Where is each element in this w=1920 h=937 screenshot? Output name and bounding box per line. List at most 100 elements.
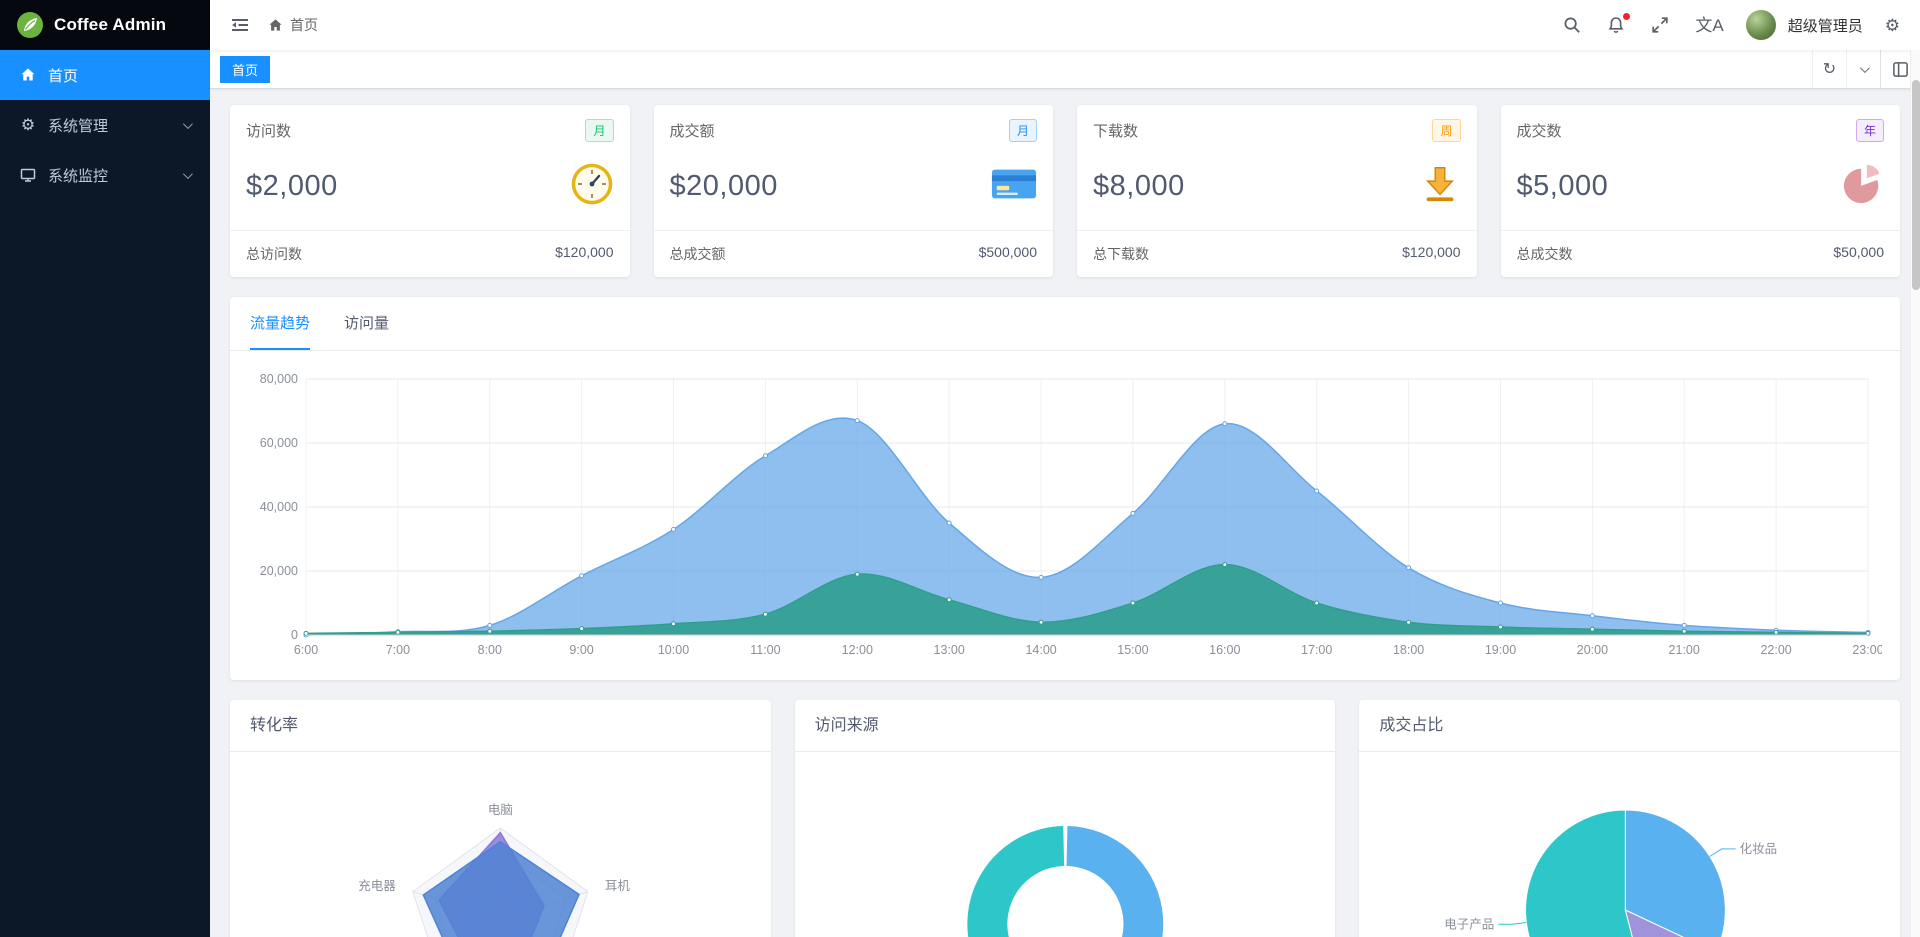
divider	[653, 230, 1053, 231]
avatar[interactable]	[1745, 10, 1776, 40]
divider	[1500, 230, 1900, 231]
notifications-button[interactable]	[1603, 12, 1631, 38]
svg-text:19:00: 19:00	[1485, 643, 1516, 657]
breadcrumb-item[interactable]: 首页	[290, 17, 318, 33]
svg-text:电脑: 电脑	[488, 803, 513, 817]
logo-leaf-icon	[17, 12, 43, 38]
svg-text:60,000: 60,000	[260, 436, 298, 450]
stat-card-badge: 月	[1008, 119, 1037, 142]
card-title: 转化率	[230, 700, 771, 752]
settings-button[interactable]: ⚙	[1881, 13, 1904, 38]
refresh-tab-button[interactable]: ↻	[1812, 50, 1846, 88]
svg-text:化妆品: 化妆品	[1740, 842, 1778, 856]
stat-card-title: 下载数	[1093, 123, 1139, 140]
svg-text:80,000: 80,000	[260, 372, 298, 386]
credit-card-icon	[991, 166, 1037, 207]
stat-card-footer-label: 总访问数	[246, 246, 302, 262]
translate-icon: 文A	[1695, 15, 1724, 35]
card-title: 访问来源	[794, 700, 1336, 752]
logo[interactable]: Coffee Admin	[0, 0, 210, 50]
stat-card-title: 成交数	[1516, 123, 1562, 140]
svg-text:13:00: 13:00	[934, 643, 965, 657]
traffic-trend-card: 流量趋势 访问量 0 20,000 40,000 60,000 80,000 6:00 7:…	[230, 297, 1900, 680]
stat-card-row: 访问数 月 $2,000	[230, 105, 1900, 277]
hamburger-icon	[232, 19, 248, 31]
svg-text:21:00: 21:00	[1669, 643, 1700, 657]
visit-sources-donut-chart	[967, 826, 1163, 937]
svg-text:20:00: 20:00	[1577, 643, 1608, 657]
svg-text:15:00: 15:00	[1117, 643, 1148, 657]
svg-text:充电器: 充电器	[358, 878, 396, 893]
stat-card-visits: 访问数 月 $2,000	[230, 105, 630, 277]
divider	[230, 230, 630, 231]
chevron-down-icon	[182, 168, 193, 179]
tab-traffic-trend[interactable]: 流量趋势	[250, 297, 311, 350]
topbar-actions: 文A 超级管理员 ⚙	[1559, 10, 1904, 40]
tabs-bar: 首页 ↻	[210, 50, 1920, 89]
stat-card-footer-value: $120,000	[1402, 244, 1461, 260]
svg-text:17:00: 17:00	[1301, 643, 1332, 657]
scrollbar-thumb[interactable]	[1912, 80, 1920, 290]
deal-share-card: 成交占比 化妆品电子产品	[1359, 700, 1901, 937]
traffic-trend-chart: 0 20,000 40,000 60,000 80,000 6:00 7:00 8:00 9:0…	[260, 372, 1884, 657]
stat-card-footer-label: 总下载数	[1093, 246, 1149, 262]
trend-tabs: 流量趋势 访问量	[230, 297, 1900, 351]
monitor-icon	[20, 168, 36, 182]
stat-card-footer-value: $50,000	[1833, 244, 1884, 260]
chevron-down-icon	[1859, 62, 1870, 73]
language-button[interactable]: 文A	[1691, 13, 1727, 38]
stat-card-footer-value: $500,000	[978, 244, 1037, 260]
stat-card-footer-value: $120,000	[555, 244, 614, 260]
svg-text:22:00: 22:00	[1760, 643, 1791, 657]
stat-card-deals: 成交数 年 $5,000	[1500, 105, 1900, 277]
stat-card-title: 成交额	[669, 123, 715, 140]
sidebar-item-home[interactable]: 首页	[0, 50, 210, 100]
fullscreen-button[interactable]	[1647, 12, 1673, 38]
bell-icon	[1608, 17, 1624, 33]
svg-text:20,000: 20,000	[260, 564, 298, 578]
app-title: Coffee Admin	[54, 15, 167, 34]
svg-text:6:00: 6:00	[294, 643, 318, 657]
sidebar-item-label: 首页	[48, 67, 79, 85]
stat-card-footer-label: 总成交额	[669, 246, 726, 262]
layout-icon	[1893, 61, 1908, 77]
sidebar-item-label: 系统管理	[48, 117, 109, 135]
stat-card-turnover: 成交额 月 $20,000	[653, 105, 1053, 277]
svg-text:40,000: 40,000	[260, 500, 298, 514]
stat-card-badge: 年	[1855, 119, 1884, 142]
tab-home[interactable]: 首页	[220, 55, 271, 83]
stat-card-value: $20,000	[669, 169, 778, 202]
svg-text:16:00: 16:00	[1209, 643, 1240, 657]
sidebar-item-system-management[interactable]: ⚙ 系统管理	[0, 100, 210, 150]
scrollbar[interactable]	[1910, 50, 1920, 937]
search-button[interactable]	[1559, 12, 1585, 38]
pie-icon	[1842, 163, 1884, 210]
svg-text:电子产品: 电子产品	[1445, 917, 1495, 931]
svg-text:23:00: 23:00	[1852, 643, 1882, 657]
tab-label: 首页	[232, 62, 259, 78]
tab-visit-volume[interactable]: 访问量	[344, 315, 390, 332]
sidebar-toggle-button[interactable]	[226, 11, 254, 39]
search-icon	[1564, 17, 1581, 33]
sidebar-item-system-monitor[interactable]: 系统监控	[0, 150, 210, 200]
svg-text:10:00: 10:00	[658, 643, 689, 657]
svg-text:8:00: 8:00	[478, 643, 502, 657]
tabs-bar-actions: ↻	[1812, 50, 1920, 88]
fullscreen-icon	[1652, 17, 1669, 33]
sidebar-item-label: 系统监控	[48, 167, 109, 185]
stat-card-badge: 周	[1432, 119, 1461, 142]
visit-sources-card: 访问来源	[794, 700, 1336, 937]
svg-text:11:00: 11:00	[750, 643, 780, 657]
card-title: 成交占比	[1359, 700, 1901, 752]
svg-text:18:00: 18:00	[1393, 643, 1424, 657]
topbar: 首页	[210, 0, 1920, 50]
bottom-card-row: 转化率 电脑 耳机 充电器 访问来源 成交占比 化妆品电子产品	[230, 700, 1901, 937]
user-name[interactable]: 超级管理员	[1787, 17, 1863, 35]
tabs-menu-button[interactable]	[1846, 50, 1880, 88]
breadcrumb-home-icon[interactable]	[268, 18, 283, 33]
gear-icon: ⚙	[1884, 15, 1900, 35]
page-content: 访问数 月 $2,000	[210, 89, 1920, 937]
